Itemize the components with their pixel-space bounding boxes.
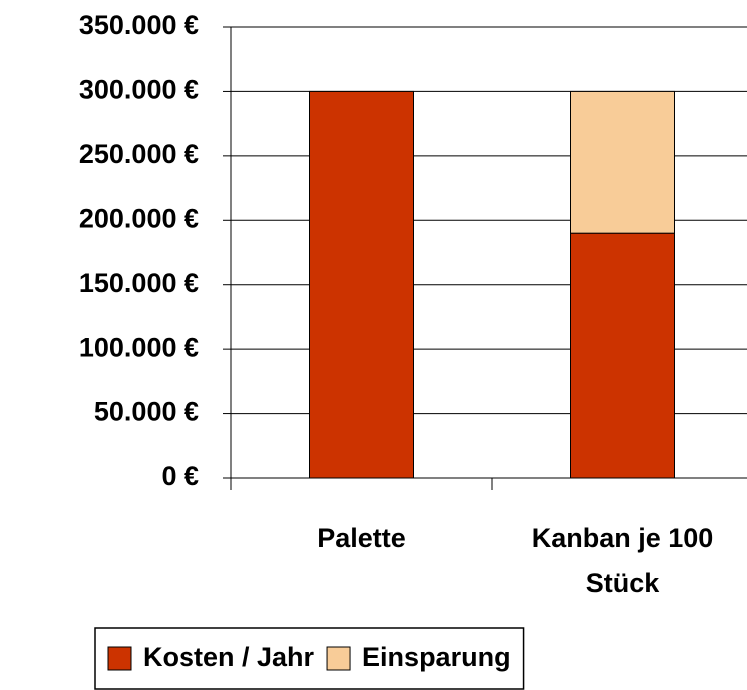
y-tick-label: 300.000 € (79, 75, 199, 105)
y-tick-label: 100.000 € (79, 332, 199, 362)
y-tick-label: 250.000 € (79, 139, 199, 169)
legend-label: Kosten / Jahr (143, 642, 315, 672)
legend-label: Einsparung (362, 642, 511, 672)
x-tick-label: Kanban je 100 Stück (532, 523, 714, 598)
legend-swatch (326, 646, 351, 671)
y-tick-label: 150.000 € (79, 268, 199, 298)
y-tick-label: 200.000 € (79, 203, 199, 233)
legend-swatch (107, 646, 132, 671)
legend: Kosten / Jahr Einsparung (94, 627, 525, 690)
y-tick-label: 350.000 € (79, 10, 199, 40)
bar-segment (309, 90, 414, 479)
legend-box (94, 627, 525, 690)
y-tick-label: 50.000 € (94, 397, 199, 427)
bar-segment (570, 232, 675, 479)
bar-segment (570, 90, 675, 234)
x-tick-label: Palette (317, 523, 406, 553)
y-tick-label: 0 € (161, 461, 199, 491)
